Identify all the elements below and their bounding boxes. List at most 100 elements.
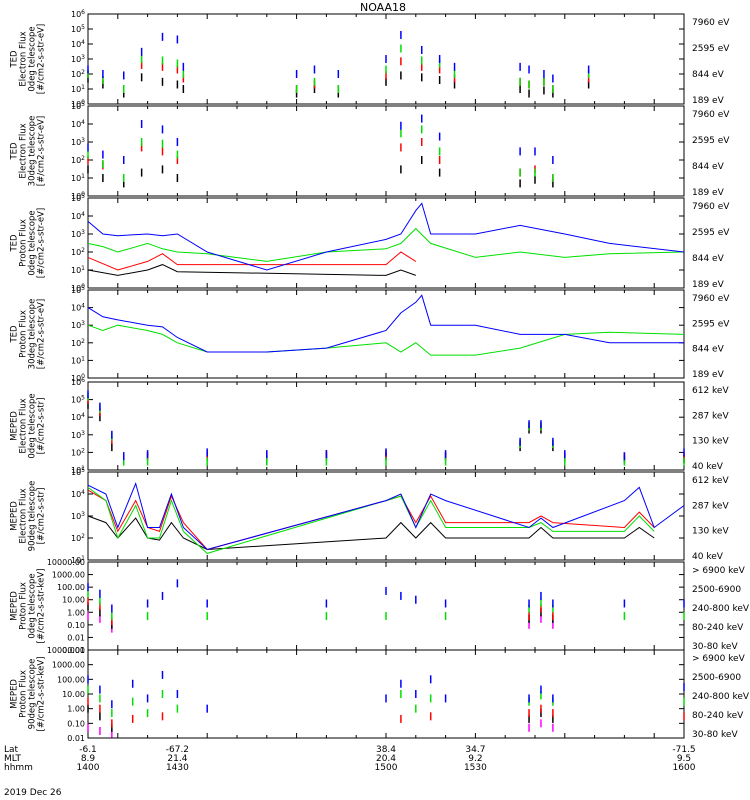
legend-item: 844 eV [692,254,725,264]
y-tick-label: 104 [71,412,85,422]
legend-item: 7960 eV [692,294,730,304]
y-axis-label-line: [#/cm2-s-str-eV] [37,116,47,186]
x-row-value: 1600 [673,763,696,773]
legend-item: > 6900 keV [692,566,746,576]
y-axis-label-line: TED [10,142,20,161]
y-axis-label-line: TED [10,50,20,69]
legend-item: 2595 eV [692,136,730,146]
y-tick-label: 1000.00 [52,571,85,580]
panel-2: 100 101 102 103 104 105 TEDElectron Flux30deg … [10,101,731,201]
y-tick-label: 103 [71,229,85,239]
legend-item: 287 keV [692,501,729,511]
y-tick-label: 10000.00 [47,558,85,567]
y-tick-label: 100.00 [57,675,85,684]
y-tick-label: 103 [71,54,85,64]
y-tick-label: 102 [71,155,85,165]
y-axis-label-line: [#/cm2-s-str-eV] [37,299,47,369]
y-axis-label-line: [#/cm2-s-str-keV] [37,657,47,732]
series-line [87,515,655,551]
y-tick-label: 100 [71,283,85,293]
legend-item: 287 keV [692,411,729,421]
y-tick-label: 101 [71,265,85,275]
legend-item: 40 keV [692,462,724,472]
x-row-value: -6.1 [79,745,97,755]
y-axis-label-line: 30deg telescope [28,116,38,187]
x-row-label: Lat [4,745,19,755]
y-tick-label: 103 [71,430,85,440]
y-axis-label-line: Proton Flux [19,582,29,630]
y-axis-label-line: [#/cm2-s-str] [37,398,47,455]
panel-frame [87,289,685,379]
legend-item: 40 keV [692,552,724,562]
y-axis-label-line: TED [10,234,20,253]
x-row-value: 9.5 [677,754,691,764]
legend-item: 80-240 keV [692,623,744,633]
legend-item: 844 eV [692,162,725,172]
y-axis-label-line: Proton Flux [19,219,29,267]
y-tick-label: 102 [71,247,85,257]
y-tick-label: 1.00 [67,705,85,714]
legend-item: 130 keV [692,527,729,537]
y-axis-label-line: 30deg telescope [28,299,38,370]
panel-8: 0.010.101.0010.00100.001000.0010000.00ME… [10,646,750,743]
y-tick-label: 10.00 [62,596,85,605]
y-axis-label-line: [#/cm2-s-str-keV] [37,569,47,644]
y-tick-label: 104 [71,119,85,129]
x-row-value: 20.4 [376,754,396,764]
x-row-value: 8.9 [81,754,96,764]
legend-item: 30-80 keV [692,730,738,740]
legend-item: 189 eV [692,96,725,106]
y-tick-label: 103 [71,511,85,521]
y-axis-label-line: Electron Flux [19,123,29,178]
y-tick-label: 102 [71,338,85,348]
x-row-value: -71.5 [672,745,695,755]
y-axis-label-line: 0deg telescope [28,393,38,458]
panel-frame [87,561,685,651]
y-axis-label-line: MEPED [10,679,20,709]
y-tick-label: 0.01 [67,633,85,642]
y-axis-label: TEDElectron Flux0deg telescope[#/cm2-s-s… [10,24,47,94]
y-tick-label: 100 [71,99,85,109]
y-tick-label: 104 [71,303,85,313]
y-tick-label: 105 [71,467,85,477]
y-tick-label: 103 [71,320,85,330]
y-tick-label: 0.10 [67,621,85,630]
y-axis-label-line: Electron Flux [19,398,29,453]
y-tick-label: 0.001 [62,646,85,655]
legend-item: 844 eV [692,70,725,80]
y-tick-label: 106 [71,9,85,19]
x-row-label: hhmm [4,763,33,773]
y-tick-label: 10.00 [62,690,85,699]
y-axis-label: TEDProton Flux0deg telescope[#/cm2-s-str… [10,208,47,278]
y-axis-label: TEDElectron Flux30deg telescope[#/cm2-s-… [10,116,47,187]
y-tick-label: 103 [71,137,85,147]
y-tick-label: 101 [71,465,85,475]
legend-item: 2500-6900 [692,585,741,595]
y-tick-label: 105 [71,101,85,111]
x-row-value: 34.7 [465,745,485,755]
series-line [87,227,685,262]
legend-item: 2595 eV [692,228,730,238]
y-tick-label: 100 [71,191,85,201]
y-axis-label: TEDProton Flux30deg telescope[#/cm2-s-st… [10,299,47,370]
y-axis-label-line: 0deg telescope [28,26,38,91]
legend-item: 2595 eV [692,44,730,54]
x-row-value: 9.2 [468,754,482,764]
y-tick-label: 102 [71,69,85,79]
y-axis-label-line: [#/cm2-s-str-eV] [37,208,47,278]
y-tick-label: 105 [71,24,85,34]
y-tick-label: 0.10 [67,719,85,728]
series-line [87,486,655,554]
y-axis-label-line: 0deg telescope [28,210,38,275]
y-tick-label: 101 [71,84,85,94]
y-axis-label-line: TED [10,325,20,344]
y-axis-label-line: 90deg telescope [28,659,38,730]
y-axis-label-line: [#/cm2-s-str] [37,488,47,545]
x-row-value: 38.4 [376,745,396,755]
y-axis-label-line: [#/cm2-s-str-eV] [37,24,47,94]
panel-3: 100 101 102 103 104 105 TEDProton Flux0deg tel… [10,193,731,293]
legend-item: 240-800 keV [692,692,750,702]
series-line [87,202,685,271]
